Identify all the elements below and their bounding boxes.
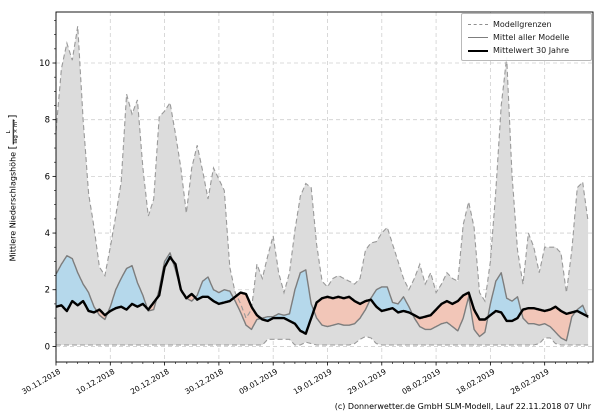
model-envelope-area bbox=[56, 26, 589, 345]
x-tick-label: 29.01.2019 bbox=[346, 367, 388, 396]
x-tick-label: 30.12.2018 bbox=[183, 367, 225, 396]
climate-mean-line bbox=[55, 255, 589, 335]
x-tick-label: 30.11.2018 bbox=[20, 367, 62, 396]
legend-item-mittelwert-30-jahre: Mittelwert 30 Jahre bbox=[468, 44, 585, 57]
model-envelope-upper-line bbox=[55, 26, 589, 320]
x-tick-label: 20.12.2018 bbox=[129, 367, 171, 396]
model-envelope-lower-line bbox=[56, 335, 589, 346]
y-tick-label: 2 bbox=[45, 286, 50, 296]
unit-bracket-open: [ bbox=[7, 145, 19, 150]
y-axis-label: Mittlere Niederschlagshöhe [L Tag × m²] bbox=[6, 114, 20, 262]
x-tick-label: 28.02.2019 bbox=[509, 367, 551, 396]
unit-denominator: Tag × m² bbox=[12, 119, 20, 145]
y-tick-label: 6 bbox=[45, 172, 50, 182]
y-tick-label: 0 bbox=[45, 342, 50, 352]
y-axis-label-text: Mittlere Niederschlagshöhe bbox=[8, 151, 18, 262]
legend-label: Mittelwert 30 Jahre bbox=[493, 46, 570, 55]
x-tick-label: 19.01.2019 bbox=[292, 367, 334, 396]
legend-label: Modellgrenzen bbox=[493, 20, 552, 29]
dashed-line-sample-icon bbox=[468, 24, 488, 25]
legend: Modellgrenzen Mittel aller Modelle Mitte… bbox=[461, 13, 592, 61]
model-mean-line bbox=[55, 252, 589, 342]
unit-fraction: L Tag × m² bbox=[6, 119, 20, 145]
legend-label: Mittel aller Modelle bbox=[493, 33, 570, 42]
legend-item-modellgrenzen: Modellgrenzen bbox=[468, 18, 585, 31]
y-tick-label: 10 bbox=[39, 59, 50, 69]
x-tick-label: 10.12.2018 bbox=[75, 367, 117, 396]
copyright-footer: (c) Donnerwetter.de GmbH SLM-Modell, Lau… bbox=[334, 402, 591, 411]
y-tick-label: 4 bbox=[45, 229, 50, 239]
x-tick-label: 09.01.2019 bbox=[237, 367, 279, 396]
x-tick-label: 18.02.2019 bbox=[455, 367, 497, 396]
solid-gray-line-sample-icon bbox=[468, 37, 488, 38]
unit-bracket-close: ] bbox=[7, 114, 19, 119]
thick-black-line-sample-icon bbox=[468, 49, 488, 52]
axes-frame bbox=[55, 11, 594, 363]
x-tick-label: 08.02.2019 bbox=[400, 367, 442, 396]
y-tick-label: 8 bbox=[45, 116, 50, 126]
legend-item-mittel-aller-modelle: Mittel aller Modelle bbox=[468, 31, 585, 44]
